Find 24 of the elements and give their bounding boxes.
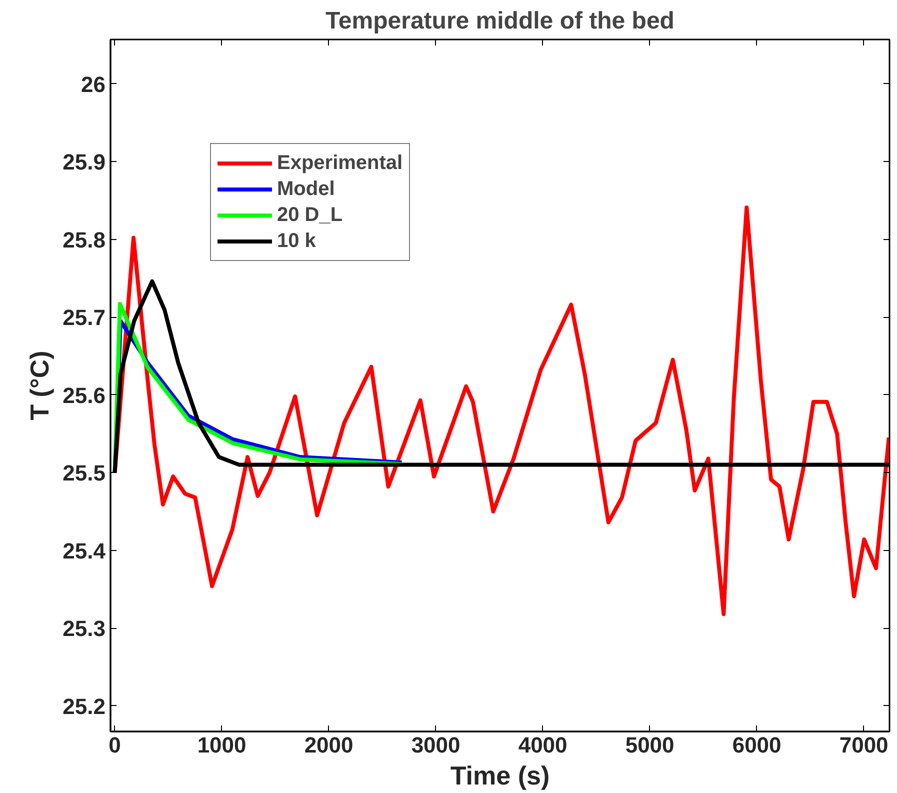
x-tick-label: 2000 xyxy=(304,732,354,758)
chart-title: Temperature middle of the bed xyxy=(326,8,674,34)
y-tick-label: 25.2 xyxy=(62,694,106,719)
y-tick-label: 25.4 xyxy=(62,538,106,564)
y-tick-label: 25.7 xyxy=(62,305,106,330)
x-tick-label: 1000 xyxy=(197,732,246,758)
legend-label: 20 D_L xyxy=(277,202,343,228)
legend-label: 10 k xyxy=(277,228,316,254)
x-tick-label: 5000 xyxy=(625,732,674,758)
x-tick-label: 3000 xyxy=(411,732,460,758)
y-tick-label: 25.8 xyxy=(62,227,106,252)
y-tick-label: 25.9 xyxy=(62,150,106,175)
y-tick-label: 25.6 xyxy=(62,382,106,408)
legend-label: Model xyxy=(277,176,335,202)
y-tick-label: 26 xyxy=(81,72,106,97)
x-tick-label: 4000 xyxy=(518,732,568,758)
x-tick-label: 6000 xyxy=(732,732,782,758)
x-tick-label: 7000 xyxy=(839,732,888,758)
y-tick-label: 25.3 xyxy=(62,616,106,642)
y-axis-title: T (°C) xyxy=(24,350,55,420)
legend-label: Experimental xyxy=(277,150,403,176)
x-axis-title: Time (s) xyxy=(450,760,550,790)
x-tick-label: 0 xyxy=(108,732,121,758)
y-tick-label: 25.5 xyxy=(62,460,106,486)
